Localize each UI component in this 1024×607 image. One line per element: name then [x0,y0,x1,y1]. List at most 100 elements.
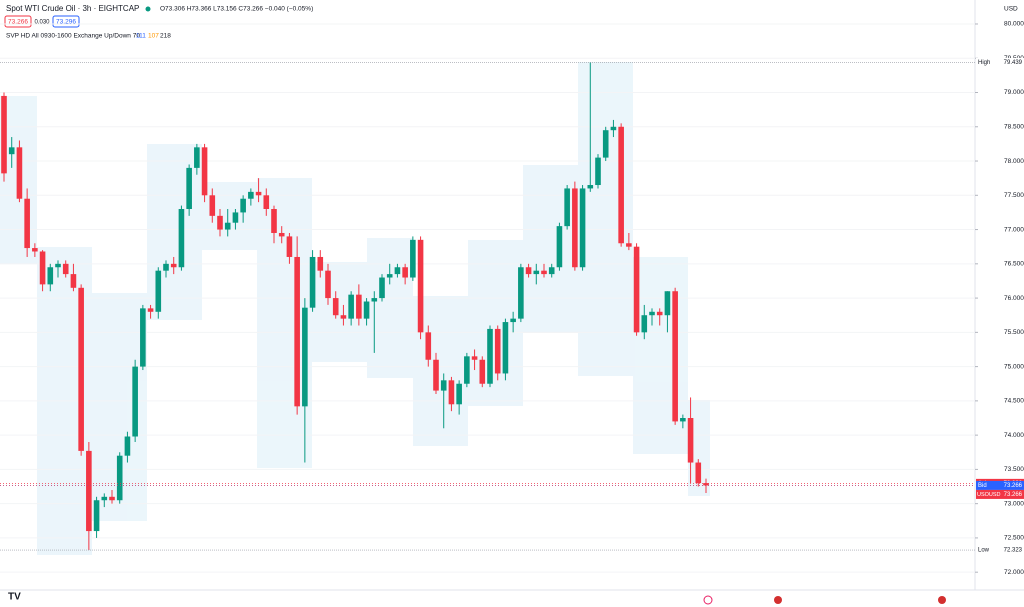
candle-body [579,188,586,268]
candle-body [309,256,316,308]
y-tick-label: 80.000 [1004,21,1024,28]
candle-body [109,496,115,501]
candle-body [363,301,370,319]
candle-body [278,232,285,237]
candle-body [672,291,678,422]
y-tick-label: 74.500 [1004,398,1024,405]
event-icon[interactable] [774,596,782,604]
bid-label-bg [976,480,1024,490]
buy-price[interactable]: 73.296 [56,19,76,26]
candle-body [248,191,254,199]
spread: 0.030 [34,20,50,26]
candle-body [502,322,509,374]
candle-body [224,222,231,230]
currency: USD [1004,6,1018,13]
candle-body [394,267,401,275]
candle-body [626,243,632,247]
y-tick-label: 72.500 [1004,535,1024,542]
candle-body [24,198,30,249]
high_marker-label: High [978,60,990,66]
candle-body [695,462,702,484]
candle-body [525,267,532,275]
candle-body [255,191,262,196]
candle-body [93,500,100,532]
candle-body [32,248,38,252]
bid-value: 73.266 [1004,483,1023,489]
candle-body [425,332,432,360]
logo: TV [8,592,21,603]
candle-body [340,315,347,319]
candle-body [101,496,108,501]
candle-body [548,267,555,275]
y-tick-label: 76.000 [1004,295,1024,302]
last-value: 73.266 [1004,492,1023,498]
candle-body [633,246,640,333]
candle-body [510,318,516,323]
candle-body [132,366,138,437]
candle-body [70,274,77,288]
sell-price[interactable]: 73.266 [8,19,28,26]
candle-body [1,95,7,174]
y-tick-label: 72.000 [1004,569,1024,576]
candle-body [595,157,601,186]
candle-body [448,380,455,405]
y-tick-label: 76.500 [1004,261,1024,268]
candle-body [232,212,239,223]
candle-body [170,263,177,268]
candle-body [47,267,54,285]
candle-body [155,270,162,312]
candle-body [602,130,609,158]
y-tick-label: 73.000 [1004,500,1024,507]
y-tick-label: 77.000 [1004,226,1024,233]
event-icon[interactable] [703,595,713,605]
candle-body [386,274,393,278]
candle-body [39,251,46,285]
candle-body [62,263,69,275]
candle-body [587,185,594,189]
y-tick-label: 78.000 [1004,158,1024,165]
candle-body [163,263,169,271]
candle-body [471,356,478,360]
indicator-value: 218 [160,33,171,40]
candle-body [201,147,208,196]
candle-body [348,294,354,319]
market-status [145,6,151,12]
candle-body [572,188,578,268]
candle-body [618,126,624,244]
low_marker-label: Low [978,548,990,554]
candle-body [402,267,408,278]
candle-body [487,328,493,384]
candle-body [417,239,424,333]
y-tick-label: 73.500 [1004,466,1024,473]
candle-body [178,209,185,268]
y-tick-label: 75.000 [1004,363,1024,370]
y-tick-label: 79.000 [1004,89,1024,96]
candle-body [317,256,324,271]
indicator: SVP HD All 0930-1600 Exchange Up/Down 70 [6,33,140,40]
candle-body [518,267,524,319]
y-tick-label: 77.500 [1004,192,1024,199]
low_marker-value: 72.323 [1004,548,1023,554]
candle-body [271,209,277,233]
candle-body [533,270,540,275]
low_marker-label-bg [976,545,1024,555]
candle-body [286,236,293,257]
candle-body [217,215,223,230]
candle-body [240,198,246,213]
candle-body [680,418,686,422]
ohlc: O73.306 H73.366 L73.156 C73.266 −0.040 (… [160,6,313,13]
candle-body [649,311,655,316]
candle-body [140,308,146,367]
candle-body [124,436,131,456]
candle-body [703,483,709,486]
candle-body [440,380,447,391]
y-tick-label: 75.500 [1004,329,1024,336]
candle-body [433,359,439,391]
candle-body [332,298,339,316]
event-icon[interactable] [938,596,946,604]
high_marker-value: 79.439 [1004,60,1023,66]
candle-body [325,270,331,299]
last-label: USOUSD [977,492,1001,498]
y-tick-label: 74.000 [1004,432,1024,439]
y-tick-label: 78.500 [1004,123,1024,130]
